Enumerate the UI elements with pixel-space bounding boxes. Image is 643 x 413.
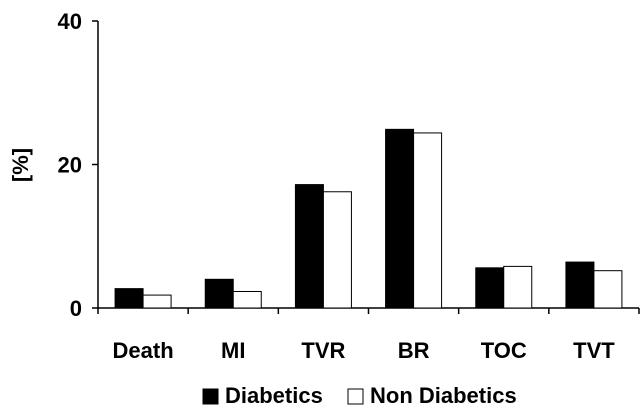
bar-non-diabetics-br: [413, 132, 443, 309]
legend: Diabetics Non Diabetics: [202, 383, 517, 408]
x-ticks: [97, 308, 640, 314]
bar-diabetics-tvr: [294, 184, 324, 309]
y-tick-label: 40: [58, 9, 82, 34]
y-tick-label: 0: [70, 296, 82, 321]
bar-diabetics-death: [114, 288, 144, 309]
bar-diabetics-mi: [204, 278, 234, 309]
bar-diabetics-tvt: [565, 261, 595, 309]
category-label: MI: [221, 338, 245, 363]
y-ticks: 0 20 40: [58, 9, 98, 321]
legend-label-non-diabetics: Non Diabetics: [370, 383, 517, 408]
bar-diabetics-br: [385, 128, 415, 309]
legend-label-diabetics: Diabetics: [225, 383, 323, 408]
bar-non-diabetics-toc: [503, 265, 533, 309]
category-label: BR: [398, 338, 430, 363]
category-label: TVR: [301, 338, 345, 363]
bar-non-diabetics-tvt: [593, 270, 623, 309]
bar-non-diabetics-death: [142, 294, 172, 309]
bars: [114, 128, 623, 309]
bar-non-diabetics-tvr: [322, 191, 352, 309]
legend-swatch-diabetics: [202, 388, 219, 405]
y-tick-label: 20: [58, 153, 82, 178]
category-labels: Death MI TVR BR TOC TVT: [113, 338, 616, 363]
legend-swatch-non-diabetics: [347, 388, 364, 405]
category-label: TVT: [573, 338, 615, 363]
bar-non-diabetics-mi: [232, 290, 262, 309]
category-label: Death: [113, 338, 174, 363]
category-label: TOC: [481, 338, 527, 363]
y-axis-title: [%]: [8, 148, 33, 182]
bar-diabetics-toc: [475, 267, 505, 309]
